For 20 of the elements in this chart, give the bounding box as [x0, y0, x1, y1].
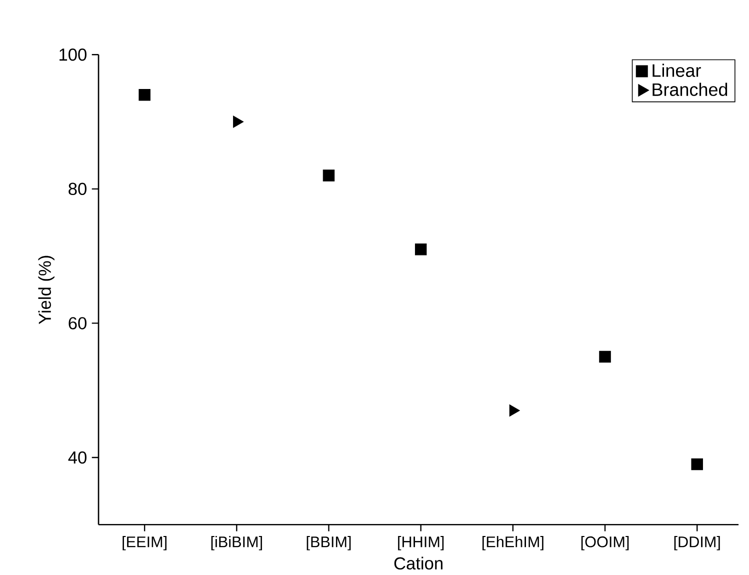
x-axis-title: Cation: [394, 556, 442, 570]
x-tick-label: [DDIM]: [674, 536, 720, 550]
point: [322, 170, 335, 182]
x-tick-label: [BBIM]: [306, 536, 351, 550]
x-tick-label: [EhEhIM]: [482, 536, 544, 550]
x-tick-label: [iBiBIM]: [211, 536, 262, 550]
y-tick-label: 100: [60, 48, 86, 61]
x-tick-label: [EEIM]: [122, 536, 166, 550]
y-tick-label: 80: [68, 182, 86, 196]
point: [414, 243, 427, 256]
y-axis-title: Yield (%): [38, 256, 54, 324]
legend-label: Linear: [652, 64, 701, 77]
x-tick-label: [OOIM]: [581, 536, 629, 550]
legend-label: Branched: [652, 82, 728, 96]
x-tick-label: [HHIM]: [398, 536, 444, 550]
y-tick-label: 40: [68, 451, 86, 464]
point: [599, 350, 611, 363]
point: [138, 89, 150, 101]
point: [691, 458, 703, 470]
y-tick-label: 60: [68, 317, 86, 330]
